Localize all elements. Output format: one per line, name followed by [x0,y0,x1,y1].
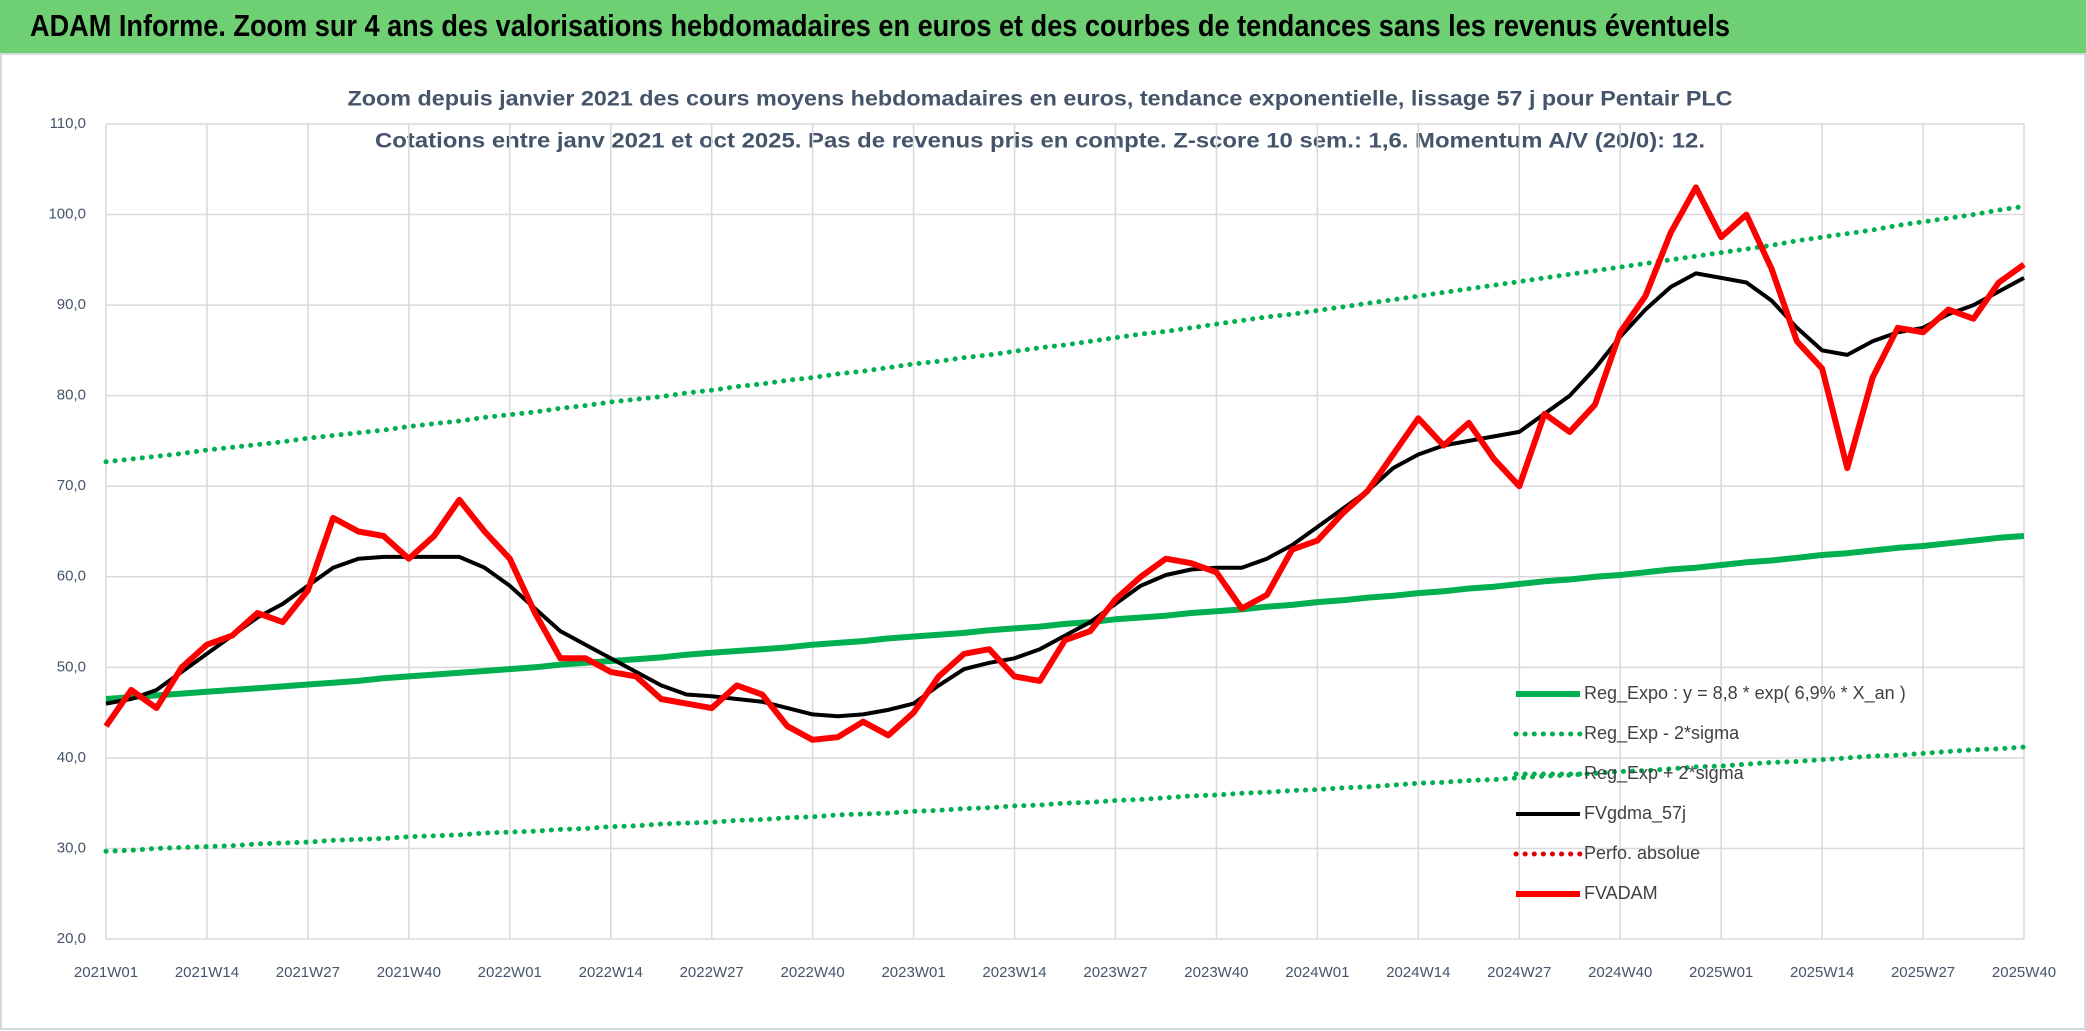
x-tick-label: 2025W40 [1992,964,2056,981]
y-tick-label: 80,0 [57,387,86,404]
legend-label: FVgdma_57j [1584,803,1686,824]
y-tick-label: 70,0 [57,477,86,494]
x-tick-label: 2024W14 [1386,964,1450,981]
x-tick-label: 2023W01 [881,964,945,981]
y-tick-label: 20,0 [57,930,86,947]
y-tick-label: 60,0 [57,568,86,585]
x-tick-label: 2022W01 [478,964,542,981]
legend-label: Reg_Expo : y = 8,8 * exp( 6,9% * X_an ) [1584,683,1906,704]
grid: 20,0 30,0 40,0 50,0 60,0 70,0 80,0 90,0 100,0 110… [48,115,2056,981]
x-tick-label: 2024W01 [1285,964,1349,981]
series-line [105,533,2025,702]
x-tick-label: 2021W40 [377,964,441,981]
y-tick-label: 40,0 [57,749,86,766]
x-tick-label: 2023W27 [1083,964,1147,981]
chart-subtitle: Cotations entre janv 2021 et oct 2025. P… [375,130,1705,153]
x-tick-label: 2024W40 [1588,964,1652,981]
x-tick-label: 2021W01 [74,964,138,981]
x-tick-label: 2025W27 [1891,964,1955,981]
series-line [103,744,2027,854]
header-bar [0,0,2086,54]
chart-border [0,53,2086,1030]
series-line [105,271,2025,719]
x-tick-label: 2024W27 [1487,964,1551,981]
legend-label: Reg_Exp - 2*sigma [1584,723,1740,744]
y-tick-label: 110,0 [50,115,86,132]
y-tick-label: 30,0 [57,839,86,856]
x-tick-label: 2022W27 [680,964,744,981]
plot-lines [103,184,2027,854]
legend-label: Perfo. absolue [1584,843,1700,863]
chart-title: Zoom depuis janvier 2021 des cours moyen… [348,88,1733,111]
y-tick-label: 50,0 [57,658,86,675]
x-tick-label: 2022W14 [579,964,643,981]
y-tick-label: 100,0 [48,206,86,223]
x-tick-label: 2021W27 [276,964,340,981]
x-tick-label: 2025W14 [1790,964,1854,981]
x-tick-label: 2022W40 [781,964,845,981]
series-line [103,184,2026,743]
series-line [103,203,2027,465]
legend-label: Reg_Exp + 2*sigma [1584,763,1745,784]
legend-label: FVADAM [1584,883,1658,903]
legend: Reg_Expo : y = 8,8 * exp( 6,9% * X_an ) R… [1513,683,1906,903]
x-tick-label: 2025W01 [1689,964,1753,981]
y-tick-label: 90,0 [57,296,86,313]
x-tick-label: 2023W40 [1184,964,1248,981]
x-tick-label: 2023W14 [982,964,1046,981]
header-title: ADAM Informe. Zoom sur 4 ans des valoris… [30,8,1730,43]
x-tick-label: 2021W14 [175,964,239,981]
